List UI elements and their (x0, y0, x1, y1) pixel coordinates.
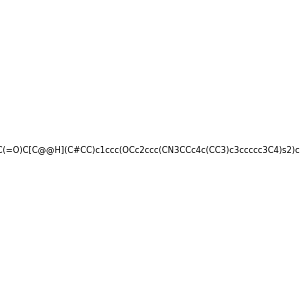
Text: OC(=O)C[C@@H](C#CC)c1ccc(OCc2ccc(CN3CCc4c(CC3)c3ccccc3C4)s2)cc1: OC(=O)C[C@@H](C#CC)c1ccc(OCc2ccc(CN3CCc4… (0, 146, 300, 154)
